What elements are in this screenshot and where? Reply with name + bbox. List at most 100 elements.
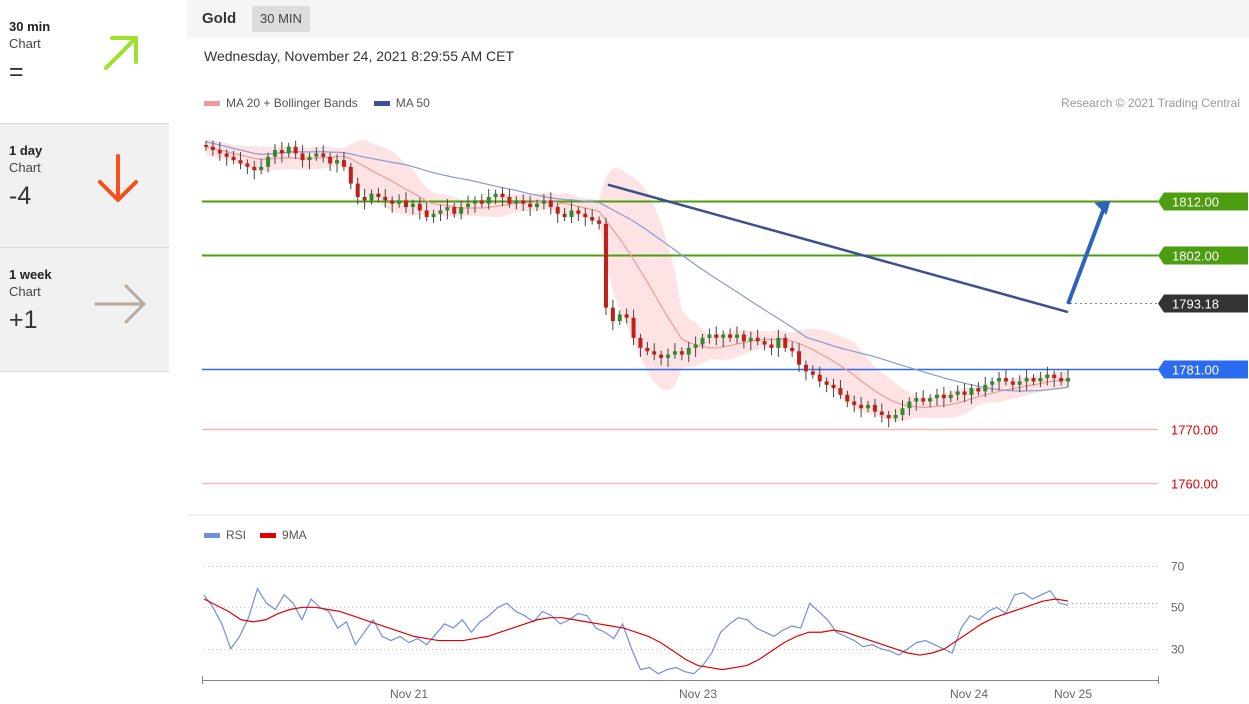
timeframe-1day[interactable]: 1 day Chart -4 xyxy=(0,124,169,248)
candle-body xyxy=(1003,378,1008,382)
candle-body xyxy=(1038,378,1043,382)
candle-body xyxy=(376,193,381,197)
candle-body xyxy=(714,334,719,338)
candle-body xyxy=(831,384,836,389)
level-label: 1781.00 xyxy=(1172,363,1219,378)
rsi-tick-label: 30 xyxy=(1171,643,1185,657)
candle-body xyxy=(603,223,608,308)
x-tick-label: Nov 25 xyxy=(1054,687,1092,701)
candle-body xyxy=(976,388,981,392)
candle-body xyxy=(734,334,739,338)
timeframe-30min[interactable]: 30 min Chart = xyxy=(0,0,169,124)
candle-body xyxy=(493,193,498,197)
candle-body xyxy=(362,197,367,201)
candle-body xyxy=(928,398,933,402)
timeframe-sub: Chart xyxy=(9,160,41,175)
level-tag xyxy=(1158,246,1248,265)
candle-body xyxy=(328,156,333,164)
x-tick-label: Nov 24 xyxy=(950,687,988,701)
candle-body xyxy=(921,398,926,402)
candle-body xyxy=(438,210,443,214)
level-tag xyxy=(1158,294,1248,313)
candle-body xyxy=(307,156,312,161)
candle-body xyxy=(410,203,415,208)
candle-body xyxy=(272,150,277,157)
candle-body xyxy=(817,374,822,382)
candle-body xyxy=(810,371,815,375)
ma50-line xyxy=(205,141,1069,392)
candle-body xyxy=(403,200,408,208)
candle-body xyxy=(755,337,760,342)
candle-body xyxy=(355,183,360,197)
level-tag xyxy=(1158,360,1248,379)
x-tick-label: Nov 23 xyxy=(679,687,717,701)
x-axis: Nov 21 Nov 23 Nov 24 Nov 25 xyxy=(202,676,1159,701)
bollinger-bands xyxy=(206,138,1068,422)
candle-body xyxy=(528,203,533,208)
candle-body xyxy=(245,163,250,167)
candle-body xyxy=(748,337,753,342)
candle-body xyxy=(210,146,215,151)
candle-body xyxy=(1031,378,1036,382)
candle-body xyxy=(1045,374,1050,379)
arrow-right-icon xyxy=(94,284,146,324)
candle-body xyxy=(610,307,615,322)
candle-body xyxy=(1052,374,1057,379)
candle-body xyxy=(679,351,684,355)
candle-body xyxy=(1010,381,1015,385)
candle-body xyxy=(934,394,939,399)
candle-body xyxy=(666,354,671,358)
candle-body xyxy=(335,160,340,164)
candle-body xyxy=(845,394,850,402)
legend-item-rsi: RSI xyxy=(204,528,246,542)
candle-body xyxy=(383,197,388,201)
candle-body xyxy=(541,200,546,204)
candle-body xyxy=(659,354,664,358)
candlesticks xyxy=(204,140,1070,428)
candle-body xyxy=(466,203,471,208)
candle-body xyxy=(776,337,781,348)
timeframe-1week[interactable]: 1 week Chart +1 xyxy=(0,248,169,372)
legend-swatch xyxy=(260,532,277,538)
candle-body xyxy=(783,337,788,348)
level-label: 1793.18 xyxy=(1172,297,1219,312)
candle-body xyxy=(893,414,898,419)
candle-body xyxy=(597,220,602,224)
candle-body xyxy=(521,200,526,204)
candle-body xyxy=(686,347,691,355)
candle-body xyxy=(507,197,512,204)
candle-body xyxy=(872,404,877,412)
x-tick-label: Nov 21 xyxy=(390,687,428,701)
arrow-down-icon xyxy=(98,154,138,202)
timeframe-badge[interactable]: 30 MIN xyxy=(252,6,310,32)
legend-swatch xyxy=(204,100,220,106)
candle-body xyxy=(700,337,705,345)
chart-header: Gold 30 MIN xyxy=(187,0,1249,38)
legend-label: 9MA xyxy=(282,528,307,542)
legend-swatch xyxy=(204,532,220,538)
projection-arrow xyxy=(1066,206,1107,305)
timeframe-score: -4 xyxy=(9,182,32,210)
candle-body xyxy=(590,217,595,221)
candle-body xyxy=(866,404,871,409)
candle-body xyxy=(286,146,291,154)
candle-body xyxy=(424,210,429,218)
candle-body xyxy=(652,351,657,355)
candle-body xyxy=(762,341,767,345)
candle-body xyxy=(341,160,346,167)
candle-body xyxy=(300,153,305,161)
candle-body xyxy=(576,210,581,214)
candle-body xyxy=(803,364,808,372)
price-levels: 1812.00 1802.00 1793.18 1781.00 1770.00 1760.… xyxy=(202,192,1248,492)
projection-arrowhead xyxy=(1094,200,1111,215)
candle-body xyxy=(548,200,553,208)
candle-body xyxy=(955,391,960,395)
legend-item-bollinger: MA 20 + Bollinger Bands xyxy=(204,96,358,110)
candle-body xyxy=(321,153,326,157)
timeframe-sub: Chart xyxy=(9,36,41,51)
instrument-title: Gold xyxy=(202,10,237,27)
candle-body xyxy=(314,153,319,157)
candle-body xyxy=(1017,381,1022,385)
candle-body xyxy=(631,317,636,338)
